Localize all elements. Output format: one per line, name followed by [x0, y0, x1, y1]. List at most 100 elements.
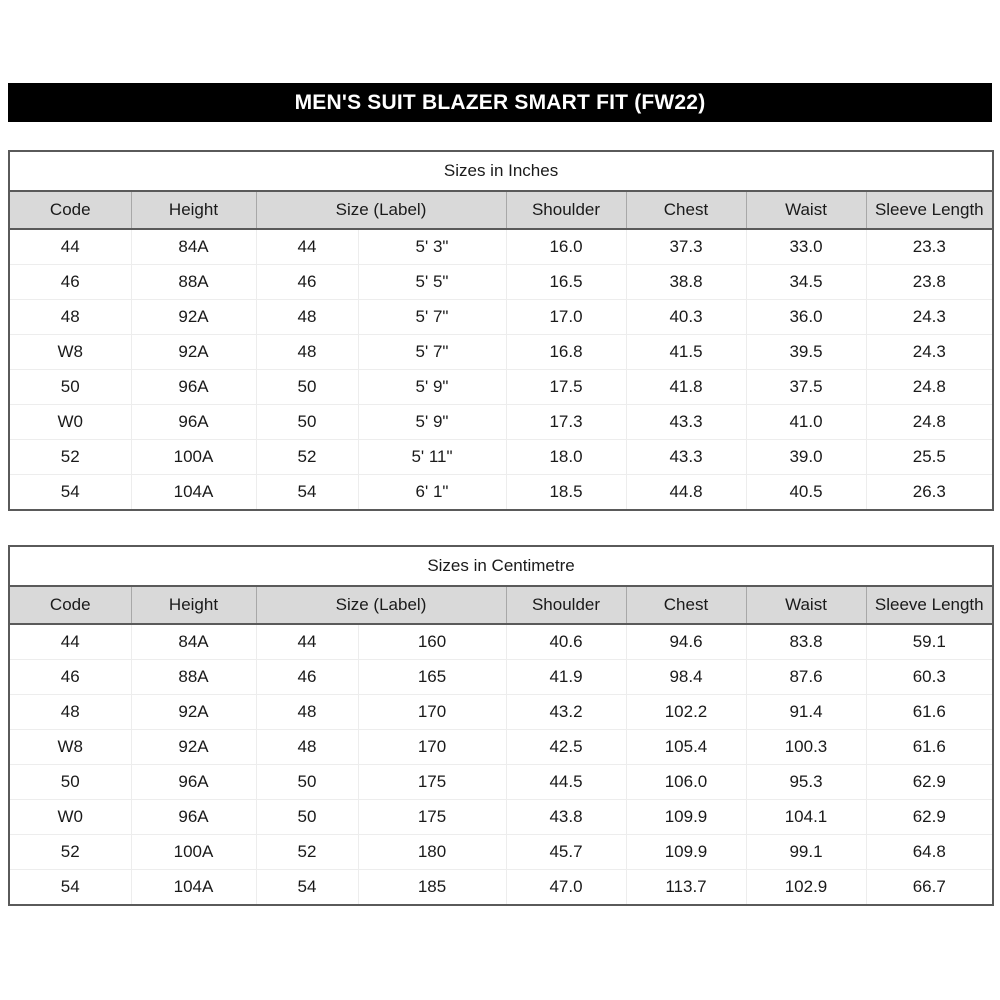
cell-size-label-b: 175 [358, 799, 507, 835]
cell-chest: 40.3 [626, 299, 747, 335]
cell-waist: 104.1 [746, 799, 867, 835]
cell-shoulder: 42.5 [506, 729, 627, 765]
table-header-row: Code Height Size (Label) Shoulder Chest … [9, 191, 994, 230]
cell-sleeve: 62.9 [866, 764, 994, 800]
cell-waist: 83.8 [746, 624, 867, 660]
cell-code: 50 [9, 764, 132, 800]
table-row: 44 84A 44 5' 3" 16.0 37.3 33.0 23.3 [9, 229, 994, 265]
cell-code: W0 [9, 799, 132, 835]
size-table-inches-body: Sizes in Inches Code Height Size (Label)… [9, 151, 994, 510]
cell-size-label-a: 50 [256, 404, 359, 440]
cell-sleeve: 24.8 [866, 404, 994, 440]
cell-waist: 99.1 [746, 834, 867, 870]
table-row: 50 96A 50 5' 9" 17.5 41.8 37.5 24.8 [9, 369, 994, 405]
cell-shoulder: 44.5 [506, 764, 627, 800]
cell-size-label-a: 44 [256, 229, 359, 265]
cell-sleeve: 23.3 [866, 229, 994, 265]
cell-size-label-b: 6' 1" [358, 474, 507, 510]
cell-sleeve: 24.3 [866, 299, 994, 335]
cell-waist: 33.0 [746, 229, 867, 265]
cell-chest: 41.5 [626, 334, 747, 370]
cell-size-label-a: 48 [256, 299, 359, 335]
cell-shoulder: 43.2 [506, 694, 627, 730]
table-row: 54 104A 54 185 47.0 113.7 102.9 66.7 [9, 869, 994, 905]
table-row: 54 104A 54 6' 1" 18.5 44.8 40.5 26.3 [9, 474, 994, 510]
cell-sleeve: 25.5 [866, 439, 994, 475]
table-row: 52 100A 52 180 45.7 109.9 99.1 64.8 [9, 834, 994, 870]
cell-size-label-a: 48 [256, 334, 359, 370]
table-row: 50 96A 50 175 44.5 106.0 95.3 62.9 [9, 764, 994, 800]
cell-height: 88A [131, 659, 257, 695]
table-caption: Sizes in Centimetre [9, 546, 994, 587]
cell-code: 46 [9, 659, 132, 695]
table-row: 48 92A 48 5' 7" 17.0 40.3 36.0 24.3 [9, 299, 994, 335]
cell-size-label-a: 50 [256, 799, 359, 835]
table-row: W0 96A 50 5' 9" 17.3 43.3 41.0 24.8 [9, 404, 994, 440]
cell-chest: 109.9 [626, 834, 747, 870]
cell-chest: 43.3 [626, 404, 747, 440]
cell-size-label-b: 165 [358, 659, 507, 695]
cell-height: 104A [131, 869, 257, 905]
cell-size-label-a: 54 [256, 869, 359, 905]
cell-waist: 34.5 [746, 264, 867, 300]
cell-size-label-b: 160 [358, 624, 507, 660]
column-header-size-label: Size (Label) [256, 586, 507, 625]
column-header-waist: Waist [746, 586, 867, 625]
column-header-chest: Chest [626, 586, 747, 625]
cell-size-label-b: 5' 5" [358, 264, 507, 300]
cell-code: W8 [9, 729, 132, 765]
cell-size-label-a: 46 [256, 659, 359, 695]
cell-sleeve: 64.8 [866, 834, 994, 870]
column-header-height: Height [131, 586, 257, 625]
cell-sleeve: 23.8 [866, 264, 994, 300]
cell-shoulder: 47.0 [506, 869, 627, 905]
cell-waist: 39.5 [746, 334, 867, 370]
column-header-waist: Waist [746, 191, 867, 230]
cell-height: 84A [131, 624, 257, 660]
cell-sleeve: 26.3 [866, 474, 994, 510]
column-header-sleeve: Sleeve Length [866, 586, 994, 625]
table-row: 46 88A 46 165 41.9 98.4 87.6 60.3 [9, 659, 994, 695]
cell-chest: 38.8 [626, 264, 747, 300]
cell-sleeve: 61.6 [866, 694, 994, 730]
cell-size-label-b: 185 [358, 869, 507, 905]
cell-height: 96A [131, 404, 257, 440]
cell-sleeve: 66.7 [866, 869, 994, 905]
cell-code: 52 [9, 439, 132, 475]
table-row: W8 92A 48 170 42.5 105.4 100.3 61.6 [9, 729, 994, 765]
cell-height: 92A [131, 729, 257, 765]
cell-height: 96A [131, 369, 257, 405]
cell-code: 54 [9, 869, 132, 905]
cell-waist: 102.9 [746, 869, 867, 905]
cell-code: 48 [9, 694, 132, 730]
cell-shoulder: 45.7 [506, 834, 627, 870]
cell-sleeve: 59.1 [866, 624, 994, 660]
cell-size-label-a: 48 [256, 729, 359, 765]
cell-sleeve: 61.6 [866, 729, 994, 765]
cell-size-label-b: 5' 11" [358, 439, 507, 475]
cell-size-label-b: 5' 9" [358, 369, 507, 405]
cell-code: 48 [9, 299, 132, 335]
size-table-centimetre-body: Sizes in Centimetre Code Height Size (La… [9, 546, 994, 905]
column-header-shoulder: Shoulder [506, 191, 627, 230]
cell-shoulder: 16.0 [506, 229, 627, 265]
cell-height: 92A [131, 299, 257, 335]
column-header-chest: Chest [626, 191, 747, 230]
cell-size-label-b: 180 [358, 834, 507, 870]
cell-chest: 37.3 [626, 229, 747, 265]
cell-height: 92A [131, 334, 257, 370]
cell-sleeve: 60.3 [866, 659, 994, 695]
cell-chest: 43.3 [626, 439, 747, 475]
size-table-inches: Sizes in Inches Code Height Size (Label)… [8, 150, 995, 511]
cell-size-label-a: 50 [256, 369, 359, 405]
cell-chest: 94.6 [626, 624, 747, 660]
cell-waist: 36.0 [746, 299, 867, 335]
table-caption: Sizes in Inches [9, 151, 994, 192]
table-row: 48 92A 48 170 43.2 102.2 91.4 61.6 [9, 694, 994, 730]
cell-code: 46 [9, 264, 132, 300]
column-header-code: Code [9, 191, 132, 230]
cell-shoulder: 41.9 [506, 659, 627, 695]
cell-waist: 91.4 [746, 694, 867, 730]
cell-waist: 100.3 [746, 729, 867, 765]
